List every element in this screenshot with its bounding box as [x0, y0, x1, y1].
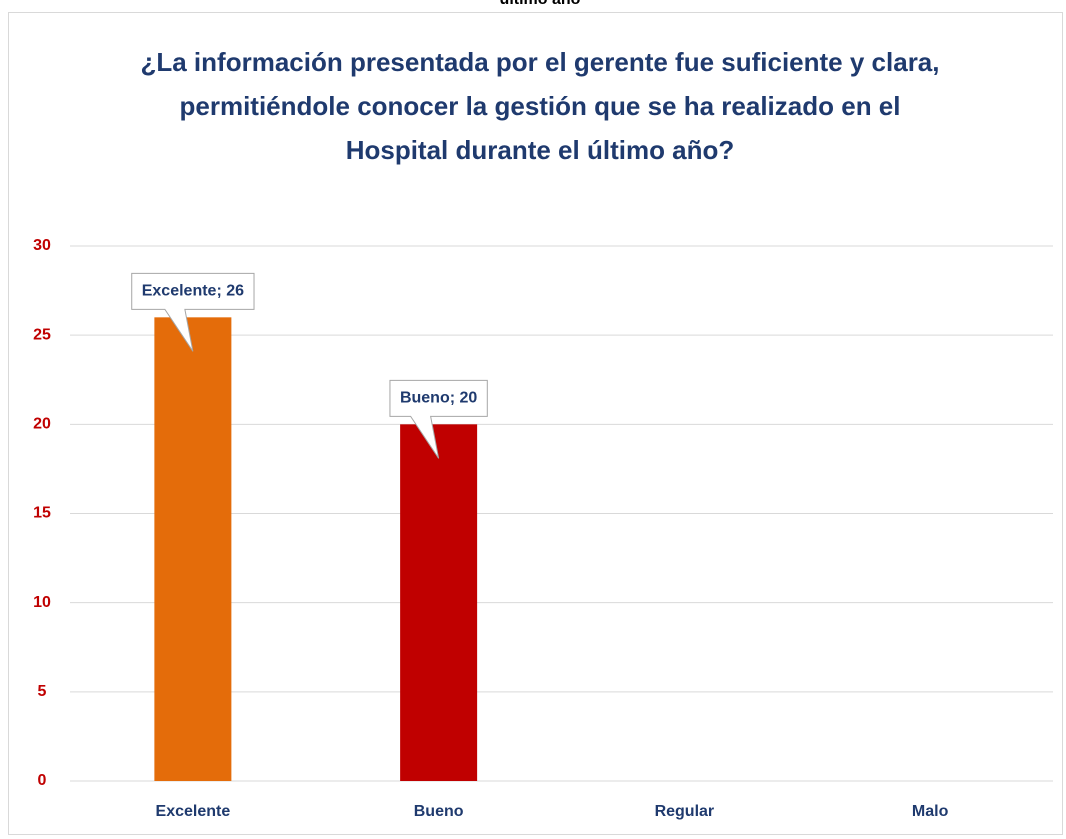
- data-label-text: Excelente; 26: [142, 283, 244, 300]
- header-fragment: último año: [500, 0, 581, 8]
- bar: [154, 317, 232, 781]
- y-tick-label: 20: [33, 416, 51, 433]
- data-label-box: [389, 379, 488, 459]
- x-tick-label: Regular: [655, 803, 715, 820]
- x-tick-label: Excelente: [156, 803, 231, 820]
- y-tick-label: 25: [33, 326, 51, 343]
- y-tick-label: 5: [38, 683, 47, 700]
- y-tick-label: 30: [33, 237, 51, 254]
- y-tick-label: 0: [38, 772, 47, 789]
- data-label-text: Bueno; 20: [400, 390, 477, 407]
- x-tick-label: Bueno: [414, 803, 464, 820]
- y-tick-label: 15: [33, 505, 51, 522]
- x-tick-label: Malo: [912, 803, 949, 820]
- y-tick-label: 10: [33, 594, 51, 611]
- data-label-box: [131, 272, 255, 352]
- bar: [400, 424, 478, 781]
- chart-title: ¿La información presentada por el gerent…: [140, 47, 940, 165]
